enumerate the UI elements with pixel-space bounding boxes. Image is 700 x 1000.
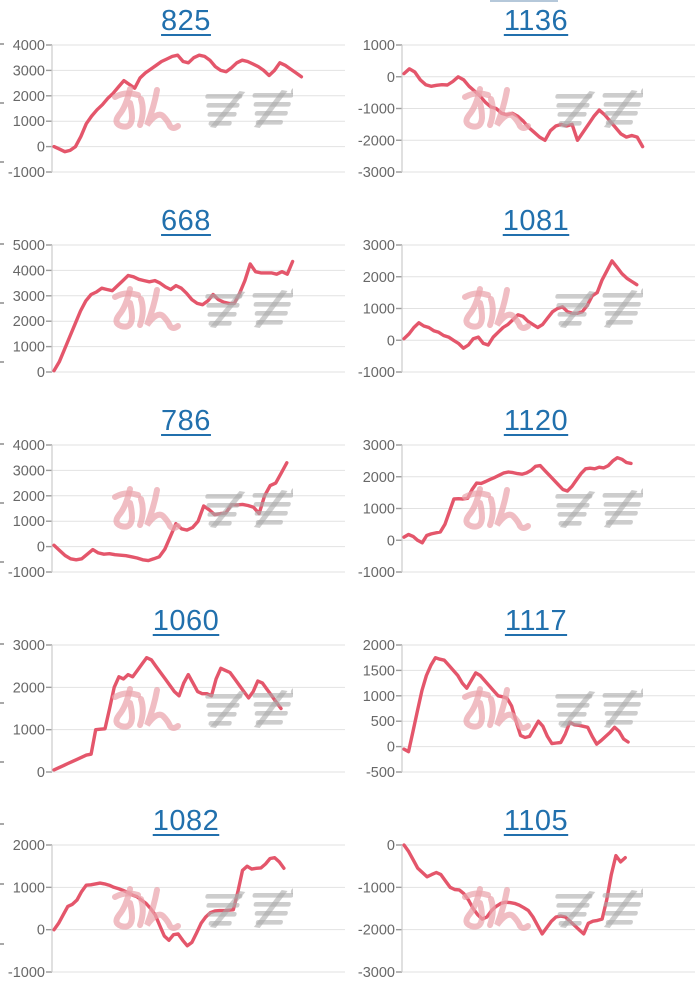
svg-text:1000: 1000 [363, 689, 395, 705]
svg-text:3000: 3000 [13, 638, 45, 654]
svg-text:2000: 2000 [363, 270, 395, 286]
svg-text:0: 0 [37, 540, 45, 556]
chart-cell-9: 1082 2000 1000 0 -1000 [0, 800, 350, 1000]
svg-text:1000: 1000 [13, 340, 45, 356]
svg-text:500: 500 [371, 714, 395, 730]
svg-text:3000: 3000 [363, 438, 395, 454]
left-edge-tick-artifact [0, 943, 4, 945]
chart-cell-3: 668 5000 4000 3000 2000 1000 0 [0, 200, 350, 400]
svg-text:0: 0 [387, 838, 395, 854]
chart-cell-8: 1117 2000 1500 1000 500 0 -500 [350, 600, 700, 800]
svg-text:0: 0 [387, 333, 395, 349]
svg-text:1000: 1000 [13, 514, 45, 530]
svg-text:-3000: -3000 [358, 965, 395, 981]
left-edge-tick-artifact [0, 823, 4, 825]
chart-cell-5: 786 4000 3000 2000 1000 0 -1000 [0, 400, 350, 600]
svg-text:2000: 2000 [363, 470, 395, 486]
svg-text:0: 0 [387, 533, 395, 549]
left-edge-tick-artifact [0, 43, 4, 45]
chart-cell-7: 1060 3000 2000 1000 0 [0, 600, 350, 800]
svg-text:-1000: -1000 [8, 165, 45, 181]
svg-text:0: 0 [37, 923, 45, 939]
svg-text:2000: 2000 [13, 89, 45, 105]
svg-text:-3000: -3000 [358, 165, 395, 181]
machine-number-link[interactable]: 825 [161, 5, 211, 37]
left-edge-tick-artifact [0, 243, 4, 245]
left-edge-tick-artifact [0, 443, 4, 445]
svg-text:0: 0 [387, 740, 395, 756]
slump-line-chart: 2000 1000 0 -1000 [8, 838, 345, 981]
svg-text:1000: 1000 [13, 114, 45, 130]
left-edge-tick-artifact [0, 502, 4, 504]
machine-number-link[interactable]: 1105 [503, 805, 569, 837]
left-edge-tick-artifact [0, 302, 4, 304]
svg-text:1000: 1000 [13, 880, 45, 896]
svg-text:-2000: -2000 [358, 133, 395, 149]
machine-number-link[interactable]: 1082 [152, 805, 220, 837]
left-edge-tick-artifact [0, 561, 4, 563]
machine-number-link[interactable]: 786 [161, 405, 211, 437]
svg-text:4000: 4000 [13, 38, 45, 54]
svg-text:-1000: -1000 [358, 102, 395, 118]
chart-cell-4: 1081 3000 2000 1000 0 -1000 [350, 200, 700, 400]
svg-text:2000: 2000 [13, 680, 45, 696]
left-edge-tick-artifact [0, 161, 4, 163]
svg-text:4000: 4000 [13, 263, 45, 279]
slump-line-chart: 2000 1500 1000 500 0 -500 [363, 638, 695, 781]
svg-text:0: 0 [37, 365, 45, 381]
svg-text:0: 0 [37, 765, 45, 781]
slump-line-chart: 5000 4000 3000 2000 1000 0 [13, 238, 345, 381]
left-edge-tick-artifact [0, 761, 4, 763]
svg-text:2000: 2000 [363, 638, 395, 654]
svg-text:3000: 3000 [13, 463, 45, 479]
svg-text:-500: -500 [366, 765, 395, 781]
svg-text:-2000: -2000 [358, 923, 395, 939]
slump-line-chart: 1000 0 -1000 -2000 -3000 [358, 38, 695, 181]
svg-text:-1000: -1000 [358, 880, 395, 896]
left-edge-tick-artifact [0, 643, 4, 645]
svg-text:0: 0 [37, 140, 45, 156]
svg-text:5000: 5000 [13, 238, 45, 254]
svg-text:1000: 1000 [363, 38, 395, 54]
svg-text:2000: 2000 [13, 314, 45, 330]
machine-number-link[interactable]: 1060 [152, 605, 220, 637]
svg-text:-1000: -1000 [358, 365, 395, 381]
svg-text:2000: 2000 [13, 838, 45, 854]
cropped-title-underline-artifact [490, 0, 558, 2]
machine-number-link[interactable]: 1117 [504, 605, 568, 637]
machine-number-link[interactable]: 1136 [503, 5, 569, 37]
svg-text:3000: 3000 [13, 63, 45, 79]
left-edge-tick-artifact [0, 702, 4, 704]
machine-number-link[interactable]: 1120 [503, 405, 569, 437]
chart-cell-6: 1120 3000 2000 1000 0 -1000 [350, 400, 700, 600]
svg-text:1000: 1000 [13, 723, 45, 739]
svg-text:-1000: -1000 [8, 565, 45, 581]
svg-text:3000: 3000 [363, 238, 395, 254]
slump-line-chart: 3000 2000 1000 0 -1000 [358, 238, 695, 381]
svg-text:-1000: -1000 [358, 565, 395, 581]
slump-line-chart: 3000 2000 1000 0 -1000 [358, 438, 695, 581]
svg-text:1500: 1500 [363, 663, 395, 679]
chart-cell-10: 1105 0 -1000 -2000 -3000 [350, 800, 700, 1000]
left-edge-tick-artifact [0, 102, 4, 104]
svg-text:1000: 1000 [363, 302, 395, 318]
slump-line-chart: 4000 3000 2000 1000 0 -1000 [8, 38, 345, 181]
chart-cell-1: 825 4000 3000 2000 1000 0 -1000 [0, 0, 350, 200]
svg-text:3000: 3000 [13, 289, 45, 305]
svg-text:-1000: -1000 [8, 965, 45, 981]
machine-number-link[interactable]: 1081 [502, 205, 570, 237]
svg-text:2000: 2000 [13, 489, 45, 505]
svg-text:0: 0 [387, 70, 395, 86]
svg-text:1000: 1000 [363, 502, 395, 518]
slump-line-chart: 3000 2000 1000 0 [13, 638, 345, 781]
left-edge-tick-artifact [0, 361, 4, 363]
machine-number-link[interactable]: 668 [161, 205, 211, 237]
slump-line-chart: 0 -1000 -2000 -3000 [358, 838, 695, 981]
left-edge-tick-artifact [0, 883, 4, 885]
chart-cell-2: 1136 1000 0 -1000 -2000 -3000 [350, 0, 700, 200]
svg-text:4000: 4000 [13, 438, 45, 454]
slump-line-chart: 4000 3000 2000 1000 0 -1000 [8, 438, 345, 581]
